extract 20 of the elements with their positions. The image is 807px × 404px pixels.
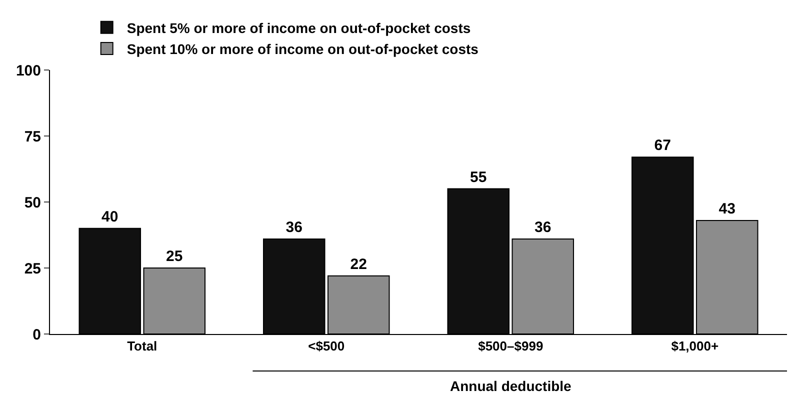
x-tick-label: Total bbox=[127, 338, 158, 354]
data-label: 40 bbox=[102, 208, 118, 226]
y-tick-label: 50 bbox=[24, 194, 41, 212]
data-label: 43 bbox=[718, 200, 736, 218]
data-label: 36 bbox=[534, 218, 552, 236]
x-tick-label: <$500 bbox=[308, 338, 345, 354]
legend-label: Spent 5% or more of income on out-of-pocket costs bbox=[126, 20, 471, 36]
y-tick-label: 25 bbox=[24, 260, 41, 278]
legend-label: Spent 10% or more of income on out-of-pocket costs bbox=[126, 40, 479, 57]
data-label: 25 bbox=[166, 248, 183, 265]
x-tick-label: $500–$999 bbox=[478, 338, 544, 354]
y-tick-label: 0 bbox=[32, 326, 41, 344]
data-label: 55 bbox=[470, 168, 487, 186]
data-label: 36 bbox=[286, 218, 302, 236]
data-label: 22 bbox=[350, 256, 367, 273]
y-tick-label: 100 bbox=[16, 62, 41, 80]
y-tick-label: 75 bbox=[24, 128, 41, 146]
data-label: 67 bbox=[654, 137, 671, 154]
x-tick-label: $1,000+ bbox=[671, 338, 719, 354]
text: Annual deductible bbox=[450, 378, 572, 394]
